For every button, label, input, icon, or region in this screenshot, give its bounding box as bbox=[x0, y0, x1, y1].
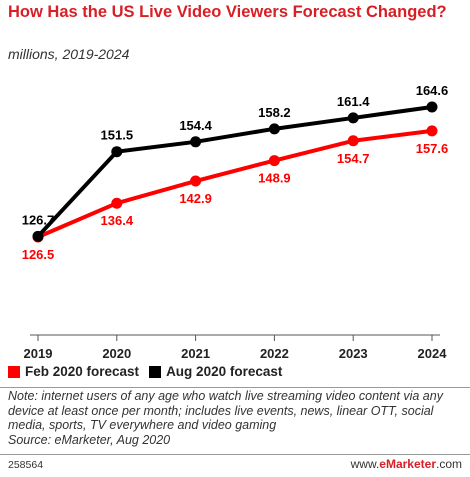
data-point bbox=[426, 125, 438, 137]
x-tick-label: 2022 bbox=[260, 346, 289, 360]
chart-id: 258564 bbox=[8, 459, 44, 471]
data-label: 126.5 bbox=[22, 247, 55, 262]
data-point bbox=[111, 197, 123, 209]
legend-label: Aug 2020 forecast bbox=[166, 364, 283, 379]
legend-item-feb-2020-forecast: Feb 2020 forecast bbox=[8, 364, 139, 379]
series-line-feb-2020-forecast bbox=[37, 128, 433, 239]
data-label: 126.7 bbox=[22, 212, 55, 227]
data-label: 157.6 bbox=[416, 141, 449, 156]
data-point bbox=[268, 123, 280, 135]
legend-label: Feb 2020 forecast bbox=[25, 364, 140, 379]
x-tick-label: 2024 bbox=[418, 346, 448, 360]
legend-swatch bbox=[8, 365, 20, 378]
chart-title: How Has the US Live Video Viewers Foreca… bbox=[8, 3, 447, 21]
footer-divider bbox=[0, 454, 470, 455]
source-text: Source: eMarketer, Aug 2020 bbox=[8, 432, 171, 447]
data-label: 151.5 bbox=[101, 128, 134, 143]
data-point bbox=[111, 146, 123, 158]
data-point bbox=[190, 136, 202, 148]
brand-name: eMarketer bbox=[379, 457, 436, 471]
line-chart: 2019 2020 2021 2022 2023 2024 126.5 136.4 142.9… bbox=[22, 83, 449, 360]
data-label: 148.9 bbox=[258, 171, 291, 186]
data-label: 158.2 bbox=[258, 105, 291, 120]
chart-subtitle: millions, 2019-2024 bbox=[8, 46, 130, 62]
data-point bbox=[347, 112, 359, 124]
brand-prefix: www. bbox=[350, 457, 380, 471]
series-line-aug-2020-forecast bbox=[36, 105, 433, 238]
data-label: 142.9 bbox=[179, 191, 212, 206]
data-label: 136.4 bbox=[101, 213, 134, 228]
data-point bbox=[32, 230, 44, 242]
chart-note: Note: internet users of any age who watc… bbox=[8, 389, 463, 447]
x-tick-label: 2020 bbox=[102, 346, 131, 360]
data-label: 154.4 bbox=[179, 118, 212, 133]
note-text: Note: internet users of any age who watc… bbox=[8, 389, 443, 432]
data-point bbox=[426, 101, 438, 113]
legend: Feb 2020 forecast Aug 2020 forecast bbox=[8, 364, 292, 379]
x-tick-label: 2023 bbox=[339, 346, 368, 360]
legend-divider bbox=[0, 387, 470, 388]
data-point bbox=[347, 135, 359, 147]
x-tick-label: 2021 bbox=[181, 346, 210, 360]
legend-swatch bbox=[149, 365, 162, 378]
brand-url[interactable]: www.eMarketer.com bbox=[351, 457, 462, 471]
x-tick-label: 2019 bbox=[24, 346, 53, 360]
data-label: 164.6 bbox=[416, 83, 449, 98]
data-point bbox=[190, 175, 202, 187]
data-label: 154.7 bbox=[337, 151, 370, 166]
brand-suffix: .com bbox=[435, 457, 462, 471]
legend-item-aug-2020-forecast: Aug 2020 forecast bbox=[149, 364, 282, 379]
data-point bbox=[268, 155, 280, 167]
data-label: 161.4 bbox=[337, 94, 370, 109]
